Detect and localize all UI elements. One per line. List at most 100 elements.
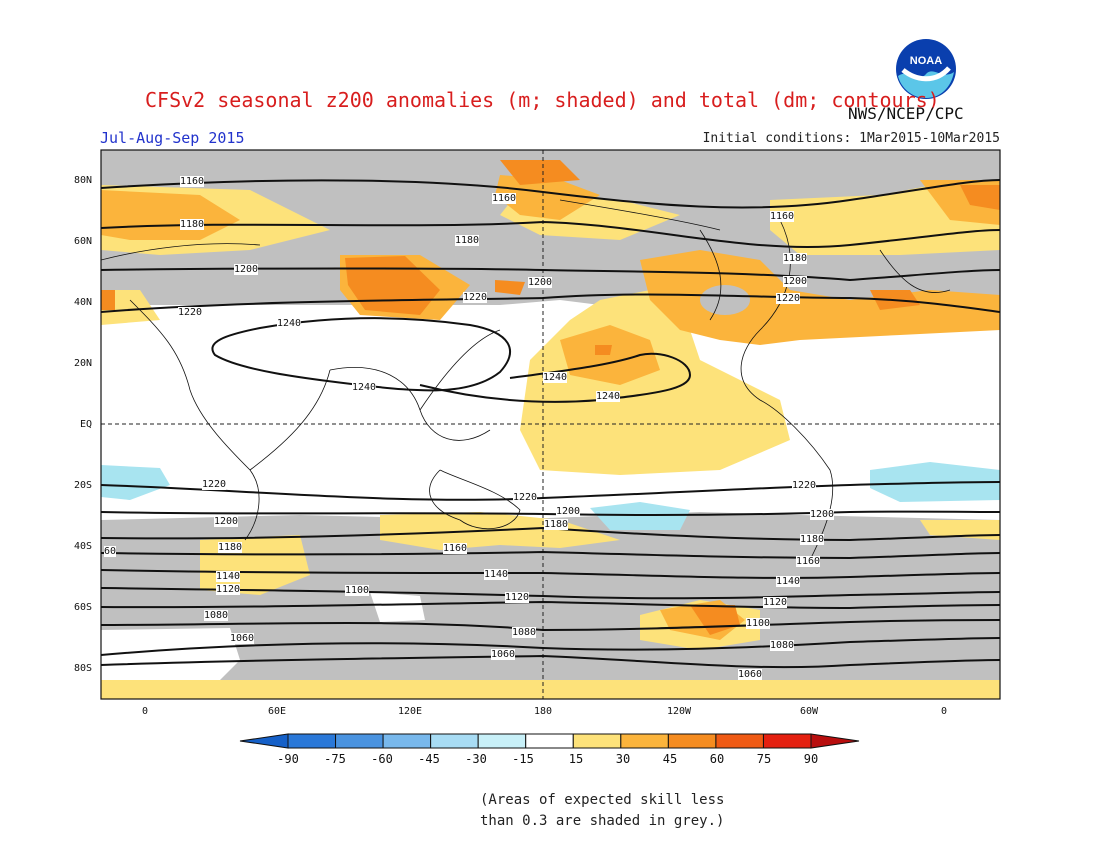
contour-label: 1220	[463, 292, 488, 303]
contour-label: 1160	[180, 176, 205, 187]
colorbar-tick: 60	[709, 752, 725, 766]
colorbar-segment	[382, 733, 432, 749]
colorbar-segment	[620, 733, 669, 749]
lon-label: 0	[941, 706, 948, 717]
lat-label: 20N	[74, 358, 93, 369]
colorbar-tick: 30	[615, 752, 631, 766]
map-plot-area	[101, 150, 1000, 699]
noaa-logo-icon: NOAA	[896, 39, 956, 99]
contour-label: 1140	[776, 576, 801, 587]
contour-label: 1120	[505, 592, 530, 603]
colorbar-segment	[287, 733, 337, 749]
skill-note-line1: (Areas of expected skill less	[480, 792, 725, 808]
contour-label: 1240	[352, 382, 377, 393]
contour-label: 1180	[800, 534, 825, 545]
contour-label: 1180	[455, 235, 480, 246]
lat-label: 80S	[74, 663, 93, 674]
contour-label: 1120	[763, 597, 788, 608]
contour-label: 1160	[796, 556, 821, 567]
colorbar-tick: 45	[662, 752, 678, 766]
contour-label: 1220	[178, 307, 203, 318]
contour-label: 1200	[528, 277, 553, 288]
contour-label: 1180	[218, 542, 243, 553]
contour-label: 1200	[783, 276, 808, 287]
contour-label: 1060	[230, 633, 255, 644]
lon-label: 180	[534, 706, 553, 717]
lat-label: 40N	[74, 297, 93, 308]
contour-label: 60	[104, 546, 117, 557]
colorbar-tick: -30	[465, 752, 487, 766]
season-label: Jul-Aug-Sep 2015	[100, 129, 245, 147]
colorbar-segment	[525, 733, 574, 749]
contour-label: 1160	[443, 543, 468, 554]
colorbar-segment	[667, 733, 717, 749]
colorbar-segment	[572, 733, 622, 749]
contour-label: 1140	[484, 569, 509, 580]
map-frame	[100, 149, 1001, 700]
colorbar-segment	[477, 733, 527, 749]
contour-label: 1080	[204, 610, 229, 621]
lat-label: 20S	[74, 480, 93, 491]
lat-label: 40S	[74, 541, 93, 552]
contour-label: 1220	[513, 492, 538, 503]
lon-label: 120E	[398, 706, 423, 717]
skill-note-line2: than 0.3 are shaded in grey.)	[480, 813, 725, 829]
contour-label: 1200	[810, 509, 835, 520]
contour-label: 1100	[746, 618, 771, 629]
contour-label: 1160	[770, 211, 795, 222]
initial-conditions-label: Initial conditions: 1Mar2015-10Mar2015	[702, 131, 1000, 146]
contour-label: 1160	[492, 193, 517, 204]
colorbar-tick: -15	[512, 752, 534, 766]
contour-label: 1140	[216, 571, 241, 582]
lon-label: 120W	[667, 706, 692, 717]
lat-label: 60S	[74, 602, 93, 613]
colorbar-segment	[430, 733, 479, 749]
contour-label: 1200	[556, 506, 581, 517]
contour-label: 1180	[783, 253, 808, 264]
lon-label: 60W	[800, 706, 819, 717]
contour-label: 1240	[596, 391, 621, 402]
contour-label: 1180	[544, 519, 569, 530]
contour-label: 1080	[770, 640, 795, 651]
geopotential-contours	[101, 179, 1000, 669]
colorbar-segment	[762, 733, 812, 749]
colorbar-tick: -60	[371, 752, 393, 766]
high-skill-white-areas	[101, 592, 425, 680]
contour-label: 1240	[277, 318, 302, 329]
lon-label: 60E	[268, 706, 287, 717]
contour-label: 1100	[345, 585, 370, 596]
colorbar-tick: 90	[803, 752, 819, 766]
colorbar-segments	[287, 733, 812, 749]
contour-label: 1220	[792, 480, 817, 491]
colorbar-segment	[335, 733, 384, 749]
coastlines	[101, 199, 951, 561]
contour-label: 1120	[216, 584, 241, 595]
colorbar	[239, 733, 860, 749]
colorbar-tick: 15	[568, 752, 584, 766]
contour-label: 1180	[180, 219, 205, 230]
contour-label: 1080	[512, 627, 537, 638]
colorbar-high-arrow	[810, 733, 860, 749]
contour-label: 1220	[202, 479, 227, 490]
lat-label: 60N	[74, 236, 93, 247]
contour-label: 1220	[776, 293, 801, 304]
contour-label: 1240	[543, 372, 568, 383]
logo-text: NOAA	[910, 55, 942, 67]
colorbar-tick: -75	[324, 752, 346, 766]
chart-title: CFSv2 seasonal z200 anomalies (m; shaded…	[145, 88, 940, 112]
contour-label: 1200	[214, 516, 239, 527]
agency-label: NWS/NCEP/CPC	[848, 104, 964, 123]
graticule	[101, 150, 1000, 699]
colorbar-tick: 75	[756, 752, 772, 766]
colorbar-segment	[715, 733, 764, 749]
colorbar-tick: -45	[418, 752, 440, 766]
contour-label: 1200	[234, 264, 259, 275]
lon-label: 0	[142, 706, 149, 717]
lat-label: 80N	[74, 175, 93, 186]
colorbar-tick: -90	[277, 752, 299, 766]
contour-label: 1060	[491, 649, 516, 660]
colorbar-low-arrow	[239, 733, 289, 749]
contour-label: 1060	[738, 669, 763, 680]
lat-label: EQ	[80, 419, 93, 430]
